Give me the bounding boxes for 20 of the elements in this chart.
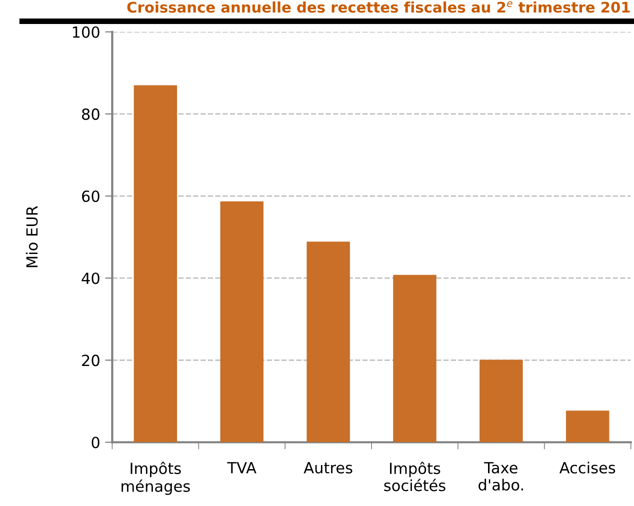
bar [134,85,178,442]
x-tick-label: Taxe d'abo. [478,462,523,491]
x-tick-label: Impôts ménages [122,462,190,495]
y-axis-title: Mio EUR [26,206,38,268]
bar [480,360,523,442]
bar [566,410,610,442]
y-tick-label: 20 [82,354,100,366]
x-tick-label: Autres [304,462,352,474]
bar [393,274,436,442]
y-tick-label: 60 [82,190,100,202]
y-tick-label: 100 [72,26,100,38]
bar [306,242,350,442]
y-tick-label: 80 [82,108,100,120]
y-tick-label: 0 [92,436,100,448]
x-tick-label: Impôts sociétés [384,462,446,492]
chart-title: Croissance annuelle des recettes fiscales au 2$^{e}$ trimestre 201 [127,1,630,13]
x-tick-label: TVA [227,462,256,474]
y-tick-label: 40 [82,272,100,284]
bar [220,201,264,442]
x-tick-label: Accises [559,462,616,474]
